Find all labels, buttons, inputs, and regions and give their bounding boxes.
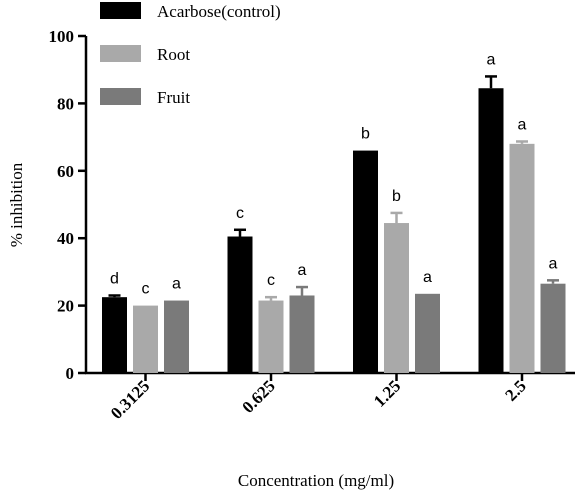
x-tick-label: 1.25	[370, 376, 404, 410]
x-tick-label: 0.3125	[107, 376, 153, 422]
legend-label: Acarbose(control)	[157, 2, 281, 21]
y-axis-title: % inhibition	[7, 162, 26, 247]
significance-letter: d	[110, 270, 119, 287]
legend-swatch	[100, 45, 141, 62]
x-axis-title: Concentration (mg/ml)	[238, 471, 394, 490]
significance-letter: c	[236, 205, 244, 222]
significance-letter: a	[487, 51, 496, 68]
bar-fruit	[164, 300, 189, 373]
legend-swatch	[100, 2, 141, 19]
legend-label: Fruit	[157, 88, 190, 107]
x-tick-label: 2.5	[501, 376, 529, 404]
bar-root	[384, 223, 409, 373]
significance-letter: a	[298, 262, 307, 279]
bar-fruit	[415, 293, 440, 373]
significance-letter: c	[142, 281, 150, 298]
bar-fruit	[540, 283, 566, 373]
y-axis: 0 20 40 60 80 100	[49, 27, 88, 383]
legend-swatch	[100, 88, 141, 105]
y-tick-label: 20	[57, 297, 74, 316]
x-tick-label: 0.625	[238, 376, 278, 416]
significance-letter: a	[549, 255, 558, 272]
bar-root	[133, 305, 158, 373]
x-axis: 0.3125 0.625 1.25 2.5	[85, 371, 575, 423]
significance-letter: c	[267, 272, 275, 289]
bar-fruit	[289, 295, 315, 373]
significance-letter: a	[423, 269, 432, 286]
bar-acarbose-control	[227, 236, 253, 373]
legend: Acarbose(control) Root Fruit	[100, 2, 281, 107]
bar-acarbose-control	[102, 297, 127, 373]
significance-letter: b	[361, 126, 370, 143]
bar-root	[258, 300, 284, 373]
significance-letter: b	[392, 188, 401, 205]
y-tick-label: 60	[57, 162, 74, 181]
significance-letter: a	[518, 116, 527, 133]
significance-letter: a	[172, 276, 181, 293]
y-tick-label: 0	[66, 364, 75, 383]
bar-acarbose-control	[353, 150, 378, 373]
legend-label: Root	[157, 45, 190, 64]
y-tick-label: 80	[57, 94, 74, 113]
y-tick-label: 40	[57, 229, 74, 248]
bar-acarbose-control	[478, 88, 504, 374]
y-tick-label: 100	[49, 27, 75, 46]
bar-root	[509, 143, 535, 373]
bars: d c b a c c b a a a a a	[102, 51, 566, 374]
